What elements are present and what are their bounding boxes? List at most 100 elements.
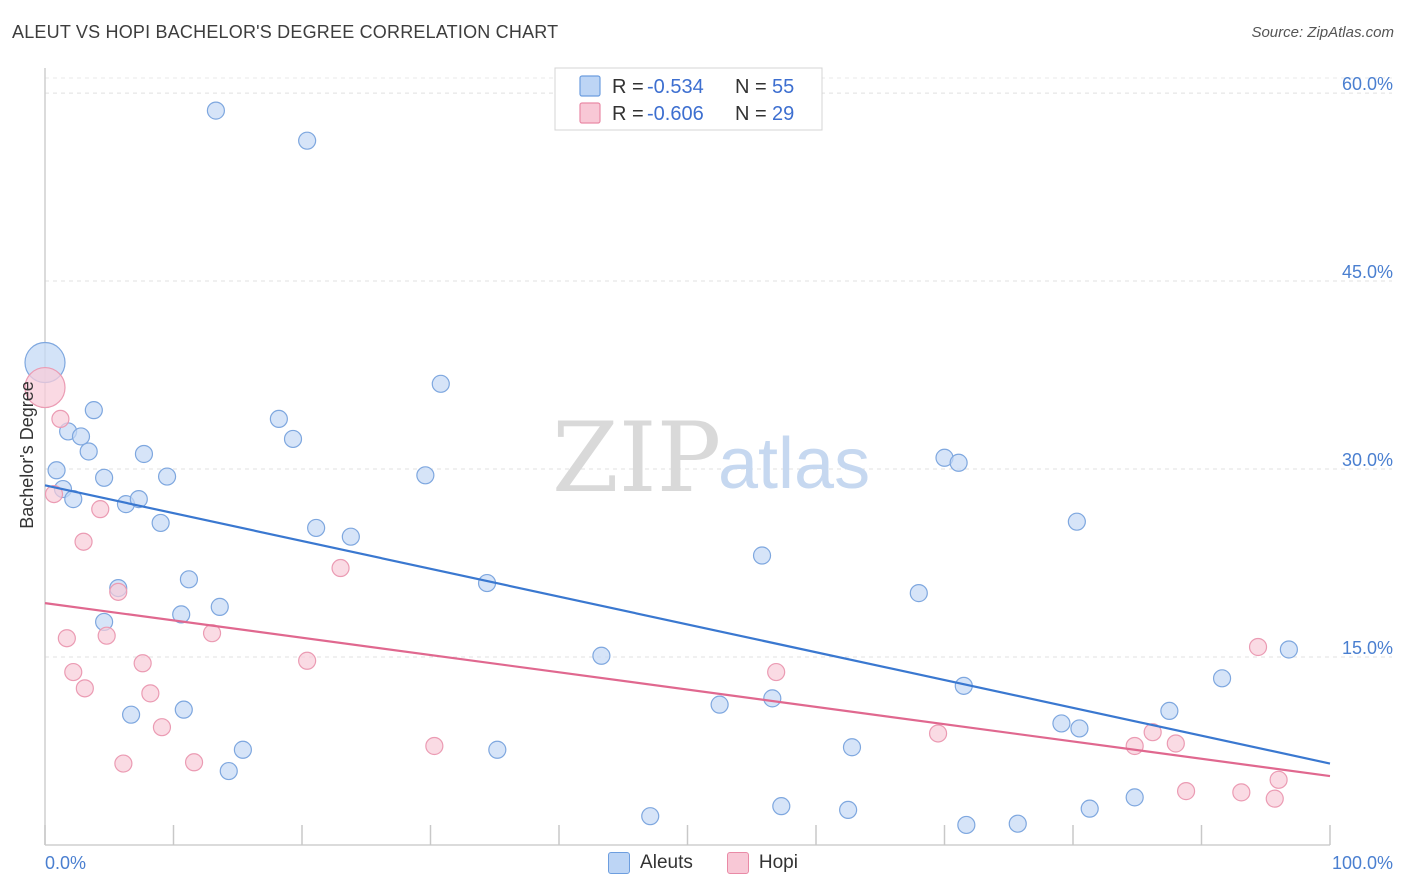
legend-label-aleuts: Aleuts	[640, 852, 693, 873]
data-point-aleuts	[949, 453, 968, 472]
data-point-aleuts	[219, 761, 238, 781]
data-point-hopi	[331, 558, 350, 578]
data-point-hopi	[1269, 770, 1288, 789]
data-point-aleuts	[1052, 714, 1071, 733]
data-point-hopi	[1176, 782, 1196, 801]
data-point-aleuts	[95, 468, 114, 487]
data-point-aleuts	[151, 513, 170, 533]
data-point-aleuts	[283, 429, 303, 449]
data-point-aleuts	[134, 444, 154, 464]
tick-label-layer: 15.0% 30.0% 45.0% 60.0% 0.0% 100.0%	[45, 74, 1393, 873]
stats-r-label: R =	[612, 76, 644, 98]
data-point-aleuts	[909, 584, 928, 603]
legend-item-hopi[interactable]: Hopi	[726, 852, 798, 874]
legend-swatch-hopi	[726, 852, 749, 874]
y-tick-label: 60.0%	[1342, 74, 1393, 94]
data-point-aleuts	[710, 695, 729, 714]
data-point-hopi	[928, 724, 948, 743]
legend-label-hopi: Hopi	[758, 852, 798, 873]
trend-line-hopi	[44, 602, 1331, 778]
data-point-aleuts	[1067, 512, 1086, 531]
grid-layer	[45, 77, 1392, 658]
data-point-aleuts	[269, 409, 288, 429]
data-point-aleuts	[842, 738, 862, 757]
data-point-hopi	[1125, 736, 1144, 756]
data-point-aleuts	[1125, 788, 1144, 807]
data-point-hopi	[1232, 783, 1251, 802]
data-point-aleuts	[431, 374, 450, 393]
legend-swatch-aleuts	[608, 852, 631, 874]
data-point-aleuts	[416, 466, 435, 485]
data-point-aleuts	[641, 807, 660, 826]
data-point-aleuts	[1279, 640, 1298, 659]
data-point-hopi	[152, 718, 172, 737]
watermark-atlas: atlas	[718, 424, 870, 504]
y-axis-label: Bachelor's Degree	[17, 381, 37, 529]
y-tick-label: 45.0%	[1342, 262, 1393, 282]
data-point-hopi	[24, 366, 66, 409]
data-point-hopi	[133, 654, 152, 673]
data-point-aleuts	[957, 815, 976, 835]
data-point-hopi	[109, 582, 128, 601]
data-point-aleuts	[1080, 799, 1099, 818]
legend: Aleuts Hopi	[0, 852, 1406, 874]
data-point-hopi	[1265, 789, 1284, 808]
data-point-hopi	[1166, 734, 1185, 753]
data-point-aleuts	[157, 467, 177, 486]
y-tick-label: 30.0%	[1342, 450, 1393, 470]
data-point-hopi	[57, 629, 76, 648]
data-point-aleuts	[84, 401, 103, 420]
watermark: ZIP atlas	[552, 402, 870, 514]
data-point-aleuts	[233, 740, 252, 759]
legend-item-aleuts[interactable]: Aleuts	[608, 852, 693, 874]
data-point-aleuts	[129, 490, 148, 509]
data-point-hopi	[298, 651, 317, 670]
data-point-aleuts	[206, 101, 226, 120]
data-point-hopi	[184, 753, 204, 772]
watermark-zip: ZIP	[552, 402, 721, 514]
points-layer	[24, 101, 1298, 835]
data-point-aleuts	[210, 597, 229, 616]
data-point-hopi	[97, 626, 116, 645]
data-point-aleuts	[47, 461, 66, 480]
stats-box: R = -0.534 N = 55 R = -0.606 N = 29	[554, 67, 823, 131]
data-point-aleuts	[79, 442, 98, 461]
data-point-hopi	[1143, 723, 1162, 742]
data-point-aleuts	[752, 546, 772, 565]
y-tick-label: 15.0%	[1342, 638, 1393, 658]
data-point-aleuts	[307, 518, 326, 538]
data-point-aleuts	[763, 689, 782, 708]
chart-title: ALEUT VS HOPI BACHELOR'S DEGREE CORRELAT…	[12, 22, 559, 42]
data-point-aleuts	[1160, 701, 1179, 721]
stats-swatch-hopi	[579, 102, 601, 124]
stats-n-label: N =	[735, 76, 767, 98]
stats-n-value: 29	[772, 103, 794, 125]
chart-source: Source: ZipAtlas.com	[1251, 24, 1394, 41]
data-point-aleuts	[121, 705, 141, 724]
data-point-hopi	[75, 679, 94, 698]
stats-r-value: -0.534	[647, 76, 704, 98]
data-point-aleuts	[298, 131, 317, 150]
data-point-aleuts	[839, 800, 858, 820]
data-point-hopi	[91, 500, 110, 519]
data-point-aleuts	[1070, 719, 1089, 738]
stats-r-label: R =	[612, 103, 644, 125]
data-point-aleuts	[174, 700, 193, 719]
trend-layer	[44, 484, 1331, 778]
data-point-hopi	[51, 409, 70, 429]
x-tick-label: 100.0%	[1332, 853, 1393, 873]
data-point-aleuts	[488, 740, 507, 759]
data-point-aleuts	[772, 797, 791, 816]
data-point-aleuts	[1212, 669, 1232, 688]
stats-n-value: 55	[772, 76, 794, 98]
data-point-hopi	[44, 484, 64, 504]
data-point-hopi	[767, 662, 786, 682]
data-point-aleuts	[341, 527, 360, 546]
data-point-aleuts	[1008, 814, 1027, 833]
stats-n-label: N =	[735, 103, 767, 125]
x-tick-label: 0.0%	[45, 853, 86, 873]
stats-swatch-aleuts	[579, 75, 601, 97]
data-point-aleuts	[71, 427, 91, 446]
data-point-hopi	[114, 754, 133, 773]
